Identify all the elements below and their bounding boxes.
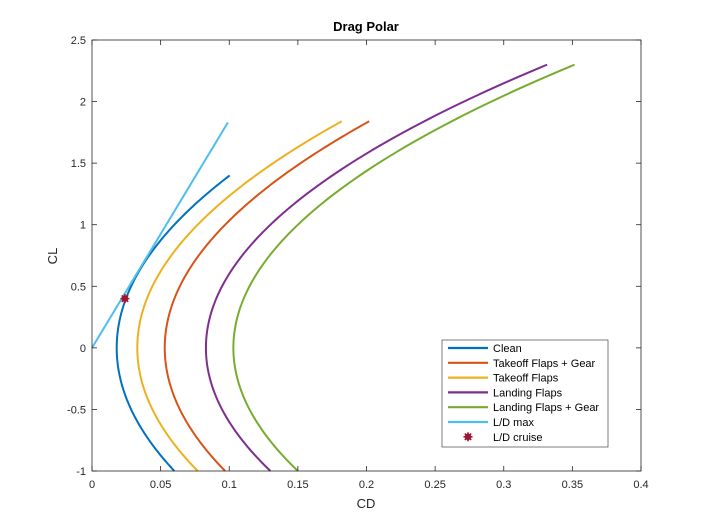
series-line-landing-flaps (204, 63, 548, 472)
series-line-takeoff-flaps (136, 120, 343, 472)
x-axis-title: CD (357, 496, 376, 511)
x-tick-label: 0.2 (359, 479, 374, 491)
x-tick-label: 0.3 (496, 479, 511, 491)
legend-item: Takeoff Flaps (448, 373, 559, 385)
x-tick-label: 0.25 (424, 479, 445, 491)
chart-title: Drag Polar (333, 19, 399, 34)
y-tick-label: 2 (80, 97, 86, 109)
legend-item: L/D max (448, 417, 534, 429)
x-tick-label: 0.15 (287, 479, 308, 491)
plot-frame (91, 39, 642, 472)
series-line-clean (115, 174, 231, 472)
legend-item: Takeoff Flaps + Gear (448, 358, 596, 370)
legend-item: Landing Flaps + Gear (448, 402, 599, 414)
y-tick-label: 2.5 (71, 35, 86, 47)
legend: Clean Takeoff Flaps + Gear Takeoff Flaps La… (441, 339, 609, 448)
data-point-l-d-cruise (120, 294, 130, 304)
y-tick-label: -0.5 (67, 404, 86, 416)
legend-label: Landing Flaps (493, 387, 563, 399)
x-tick-label: 0.4 (633, 479, 648, 491)
legend-item: Clean (448, 343, 522, 355)
y-tick-label: 0.5 (71, 281, 86, 293)
legend-label: Landing Flaps + Gear (493, 402, 599, 414)
x-axis-ticks: 0 0.05 0.1 0.15 0.2 0.25 0.3 0.35 0.4 (89, 40, 649, 491)
y-axis-ticks: -1 -0.5 0 0.5 1 1.5 2 2.5 (67, 35, 641, 478)
legend-item: Landing Flaps (448, 387, 563, 399)
legend-label: L/D cruise (493, 432, 543, 444)
series-line-landing-flaps-gear (232, 63, 575, 472)
legend-label: Clean (493, 343, 522, 355)
legend-marker-l-d-cruise (463, 432, 473, 442)
y-tick-label: 1 (80, 220, 86, 232)
series-line-l-d-max (91, 121, 229, 349)
x-tick-label: 0 (89, 479, 95, 491)
legend-label: Takeoff Flaps (493, 373, 559, 385)
y-tick-label: -1 (76, 466, 86, 478)
x-tick-label: 0.1 (222, 479, 237, 491)
x-tick-label: 0.35 (562, 479, 583, 491)
legend-label: Takeoff Flaps + Gear (493, 358, 596, 370)
legend-item: L/D cruise (463, 432, 543, 444)
y-axis-title: CL (45, 248, 60, 265)
legend-label: L/D max (493, 417, 534, 429)
y-tick-label: 1.5 (71, 158, 86, 170)
x-tick-label: 0.05 (150, 479, 171, 491)
y-tick-label: 0 (80, 343, 86, 355)
series-line-takeoff-flaps-gear (163, 120, 370, 472)
series-layer (91, 63, 575, 472)
